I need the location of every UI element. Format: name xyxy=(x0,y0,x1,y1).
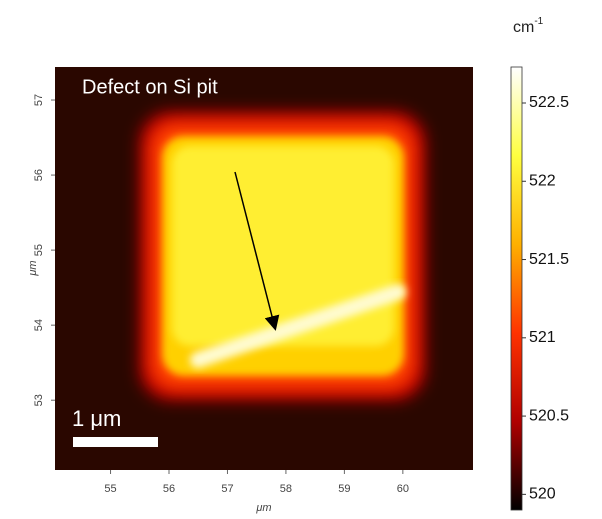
y-tick-label: 56 xyxy=(33,169,45,181)
y-axis-label: μm xyxy=(27,260,39,276)
scale-bar-label: 1 μm xyxy=(72,406,121,431)
x-tick-label: 60 xyxy=(397,483,409,495)
colorbar-tick-label: 521 xyxy=(529,329,556,346)
x-tick-label: 59 xyxy=(338,483,350,495)
x-tick-label: 56 xyxy=(163,483,175,495)
arrow xyxy=(234,171,280,331)
y-tick-label: 57 xyxy=(33,94,45,106)
y-tick-label: 53 xyxy=(33,394,45,406)
colorbar-unit-exponent: -1 xyxy=(534,16,543,27)
x-tick-label: 57 xyxy=(221,483,233,495)
colorbar-tick-label: 520 xyxy=(529,486,556,503)
colorbar-tick-label: 520.5 xyxy=(529,407,569,424)
x-axis-label: μm xyxy=(255,502,271,514)
annotation: Defect on Si pit xyxy=(82,76,218,98)
y-tick-label: 55 xyxy=(33,244,45,256)
colorbar-unit: cm-1 xyxy=(513,16,544,37)
y-tick-label: 54 xyxy=(33,319,45,331)
colorbar-unit-base: cm xyxy=(513,19,534,36)
scale-bar xyxy=(73,437,158,447)
colorbar xyxy=(510,66,523,511)
raman-map xyxy=(55,67,473,470)
colorbar-tick-label: 522.5 xyxy=(529,94,569,111)
colorbar-tick-label: 522 xyxy=(529,172,556,189)
x-tick-label: 58 xyxy=(280,483,292,495)
colorbar-tick-label: 521.5 xyxy=(529,251,569,268)
x-tick-label: 55 xyxy=(104,483,116,495)
